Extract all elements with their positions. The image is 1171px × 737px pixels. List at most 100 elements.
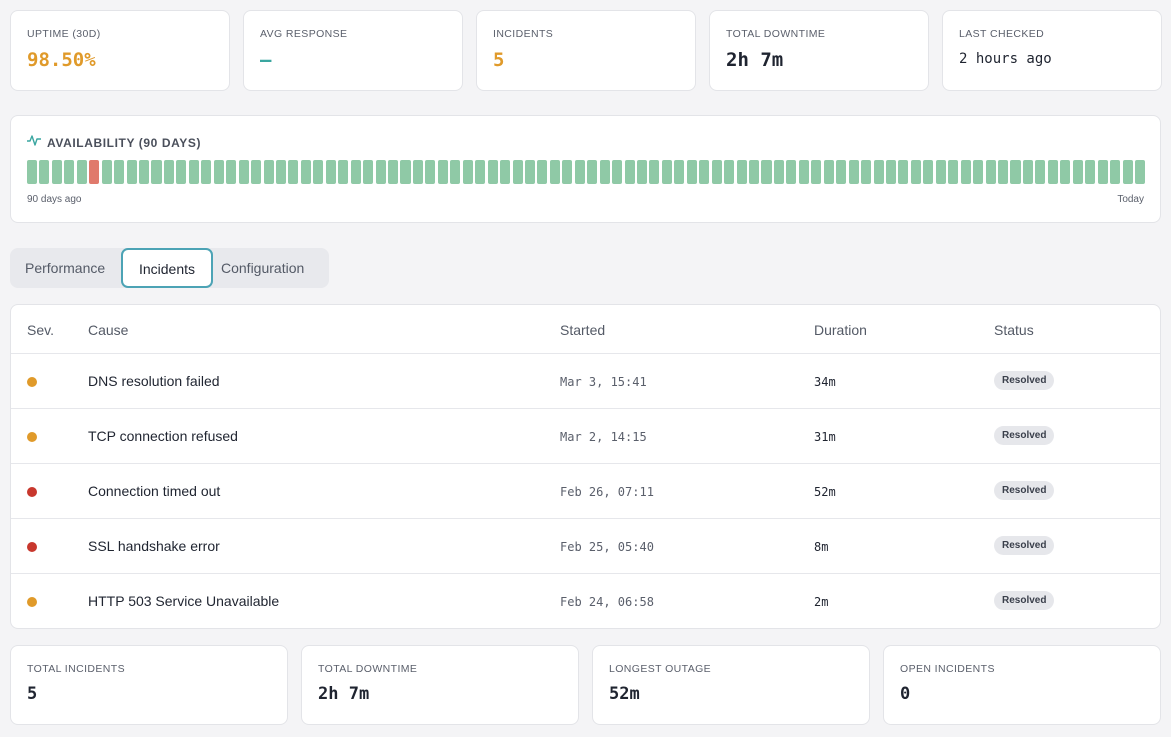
availability-day-up[interactable]: [711, 160, 722, 184]
availability-day-up[interactable]: [64, 160, 75, 184]
availability-day-up[interactable]: [973, 160, 984, 184]
availability-day-up[interactable]: [1035, 160, 1046, 184]
availability-day-up[interactable]: [960, 160, 971, 184]
availability-day-up[interactable]: [412, 160, 423, 184]
availability-day-up[interactable]: [1060, 160, 1071, 184]
availability-day-up[interactable]: [935, 160, 946, 184]
availability-day-up[interactable]: [151, 160, 162, 184]
availability-day-up[interactable]: [761, 160, 772, 184]
availability-day-up[interactable]: [201, 160, 212, 184]
availability-day-up[interactable]: [450, 160, 461, 184]
availability-day-up[interactable]: [873, 160, 884, 184]
table-row[interactable]: TCP connection refused Mar 2, 14:15 31m …: [11, 409, 1160, 464]
availability-day-up[interactable]: [400, 160, 411, 184]
availability-day-up[interactable]: [686, 160, 697, 184]
availability-day-up[interactable]: [101, 160, 112, 184]
availability-day-up[interactable]: [786, 160, 797, 184]
availability-day-up[interactable]: [388, 160, 399, 184]
availability-day-up[interactable]: [798, 160, 809, 184]
availability-day-up[interactable]: [500, 160, 511, 184]
availability-day-up[interactable]: [1097, 160, 1108, 184]
availability-day-up[interactable]: [226, 160, 237, 184]
availability-day-up[interactable]: [1134, 160, 1145, 184]
availability-day-up[interactable]: [624, 160, 635, 184]
availability-day-up[interactable]: [1022, 160, 1033, 184]
availability-day-down[interactable]: [89, 160, 100, 184]
availability-day-up[interactable]: [213, 160, 224, 184]
availability-day-up[interactable]: [475, 160, 486, 184]
availability-day-up[interactable]: [139, 160, 150, 184]
availability-day-up[interactable]: [76, 160, 87, 184]
table-row[interactable]: DNS resolution failed Mar 3, 15:41 34m R…: [11, 354, 1160, 409]
availability-day-up[interactable]: [649, 160, 660, 184]
availability-day-up[interactable]: [437, 160, 448, 184]
tab-configuration[interactable]: Configuration: [221, 260, 305, 276]
availability-day-up[interactable]: [985, 160, 996, 184]
availability-day-up[interactable]: [661, 160, 672, 184]
availability-day-up[interactable]: [363, 160, 374, 184]
open-incidents-card: OPEN INCIDENTS 0: [883, 645, 1161, 725]
availability-day-up[interactable]: [724, 160, 735, 184]
availability-day-up[interactable]: [263, 160, 274, 184]
availability-day-up[interactable]: [773, 160, 784, 184]
tab-incidents[interactable]: Incidents: [121, 248, 213, 288]
availability-day-up[interactable]: [1085, 160, 1096, 184]
availability-day-up[interactable]: [537, 160, 548, 184]
tab-performance[interactable]: Performance: [25, 260, 106, 276]
availability-day-up[interactable]: [948, 160, 959, 184]
availability-day-up[interactable]: [749, 160, 760, 184]
availability-day-up[interactable]: [188, 160, 199, 184]
availability-day-up[interactable]: [823, 160, 834, 184]
availability-day-up[interactable]: [1072, 160, 1083, 184]
availability-day-up[interactable]: [313, 160, 324, 184]
availability-day-up[interactable]: [375, 160, 386, 184]
availability-day-up[interactable]: [462, 160, 473, 184]
availability-day-up[interactable]: [163, 160, 174, 184]
availability-day-up[interactable]: [836, 160, 847, 184]
availability-day-up[interactable]: [251, 160, 262, 184]
availability-day-up[interactable]: [1010, 160, 1021, 184]
availability-day-up[interactable]: [524, 160, 535, 184]
availability-day-up[interactable]: [923, 160, 934, 184]
availability-day-up[interactable]: [736, 160, 747, 184]
avg-response-card: AVG RESPONSE —: [243, 10, 463, 91]
table-row[interactable]: HTTP 503 Service Unavailable Feb 24, 06:…: [11, 574, 1160, 628]
availability-day-up[interactable]: [176, 160, 187, 184]
availability-day-up[interactable]: [512, 160, 523, 184]
availability-day-up[interactable]: [549, 160, 560, 184]
availability-day-up[interactable]: [1122, 160, 1133, 184]
availability-day-up[interactable]: [350, 160, 361, 184]
availability-day-up[interactable]: [51, 160, 62, 184]
availability-day-up[interactable]: [1047, 160, 1058, 184]
availability-day-up[interactable]: [562, 160, 573, 184]
availability-day-up[interactable]: [39, 160, 50, 184]
availability-day-up[interactable]: [1110, 160, 1121, 184]
availability-day-up[interactable]: [126, 160, 137, 184]
availability-day-up[interactable]: [300, 160, 311, 184]
availability-day-up[interactable]: [27, 160, 38, 184]
availability-day-up[interactable]: [114, 160, 125, 184]
availability-day-up[interactable]: [674, 160, 685, 184]
availability-day-up[interactable]: [699, 160, 710, 184]
availability-day-up[interactable]: [848, 160, 859, 184]
availability-day-up[interactable]: [238, 160, 249, 184]
availability-day-up[interactable]: [275, 160, 287, 184]
table-row[interactable]: Connection timed out Feb 26, 07:11 52m R…: [11, 464, 1160, 519]
availability-day-up[interactable]: [910, 160, 921, 184]
availability-day-up[interactable]: [811, 160, 822, 184]
availability-day-up[interactable]: [574, 160, 585, 184]
availability-day-up[interactable]: [612, 160, 623, 184]
availability-day-up[interactable]: [587, 160, 598, 184]
availability-day-up[interactable]: [338, 160, 349, 184]
availability-day-up[interactable]: [325, 160, 336, 184]
availability-day-up[interactable]: [487, 160, 498, 184]
availability-day-up[interactable]: [998, 160, 1009, 184]
table-row[interactable]: SSL handshake error Feb 25, 05:40 8m Res…: [11, 519, 1160, 574]
availability-day-up[interactable]: [898, 160, 909, 184]
availability-day-up[interactable]: [861, 160, 872, 184]
availability-day-up[interactable]: [599, 160, 610, 184]
availability-day-up[interactable]: [885, 160, 897, 184]
availability-day-up[interactable]: [425, 160, 436, 184]
availability-day-up[interactable]: [636, 160, 648, 184]
availability-day-up[interactable]: [288, 160, 299, 184]
